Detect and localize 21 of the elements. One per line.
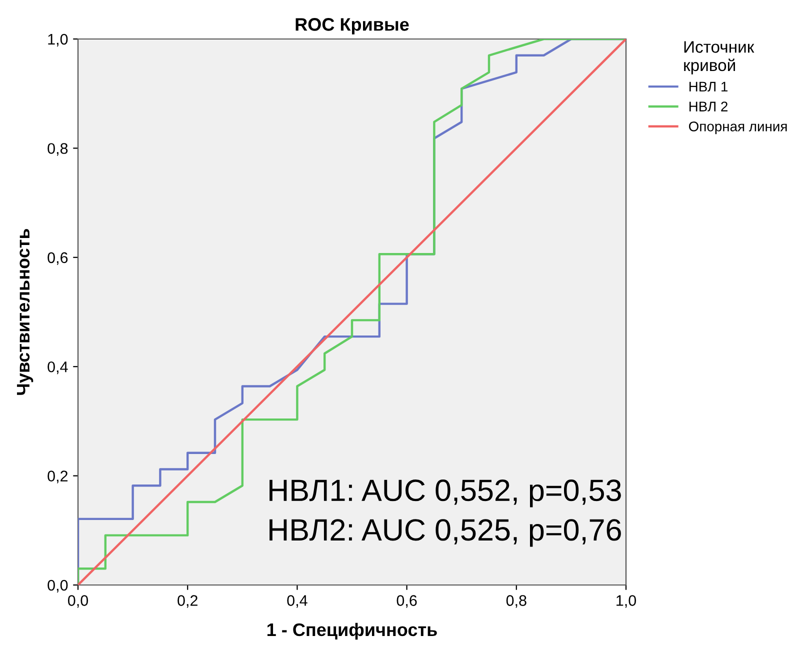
- x-tick-label: 1,0: [616, 595, 636, 608]
- legend-label: НВЛ 1: [689, 82, 728, 92]
- x-tick-label: 0,0: [68, 595, 88, 608]
- x-tick-label: 0,4: [287, 595, 308, 608]
- y-tick-label: 0,0: [48, 580, 68, 592]
- y-tick-label: 0,8: [48, 143, 68, 156]
- legend-title: Источник кривой: [684, 41, 754, 74]
- chart-title: ROC Кривые: [296, 18, 409, 34]
- line-series: [78, 39, 626, 585]
- x-tick-label: 0,6: [396, 595, 417, 608]
- y-axis-title: Чувствительность: [16, 228, 34, 395]
- x-tick-label: 0,2: [178, 595, 198, 608]
- annotation: НВЛ1: AUC 0,552, p=0,53 НВЛ2: AUC 0,525, p=0,76: [270, 480, 621, 547]
- legend-label: НВЛ 2: [689, 102, 728, 112]
- y-tick-label: 0,4: [48, 361, 68, 374]
- y-tick-label: 1,0: [48, 34, 68, 46]
- legend-label: Опорная линия: [689, 122, 787, 134]
- x-axis-title: 1 - Специфичность: [267, 622, 437, 640]
- y-tick-label: 0,6: [48, 252, 68, 265]
- x-tick-label: 0,8: [506, 595, 526, 608]
- y-tick-label: 0,2: [48, 470, 68, 484]
